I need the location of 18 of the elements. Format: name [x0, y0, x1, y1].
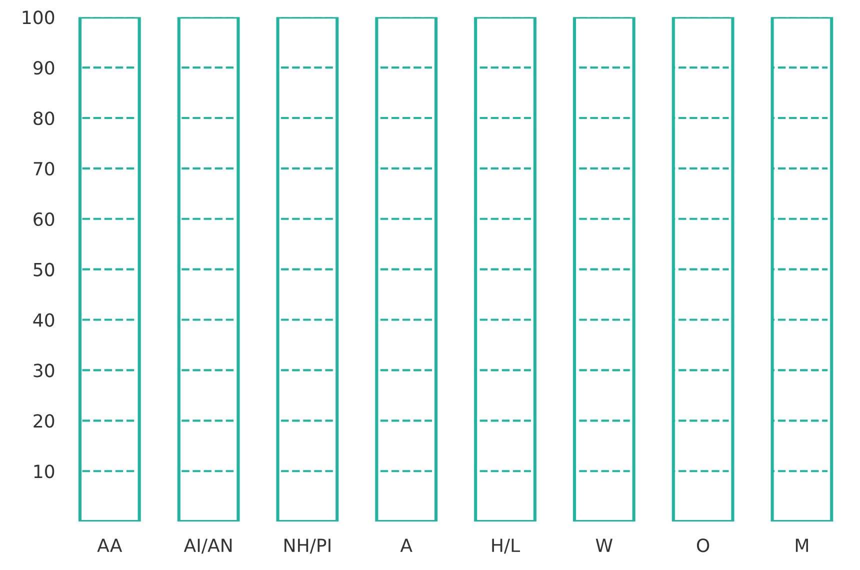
- x-tick-label: AA: [97, 538, 122, 552]
- y-tick-label: 10: [34, 464, 54, 478]
- x-tick-label: O: [696, 538, 710, 552]
- y-tick-label: 90: [34, 61, 54, 75]
- y-tick-label: 70: [34, 162, 54, 176]
- x-tick-label: M: [796, 538, 808, 552]
- y-tick-label: 30: [34, 364, 54, 378]
- x-tick-label: AI/AN: [184, 538, 232, 554]
- y-tick-label: 100: [22, 10, 54, 24]
- y-tick-label: 40: [33, 313, 54, 327]
- y-tick-label: 80: [34, 111, 54, 126]
- y-tick-label: 50: [34, 262, 54, 276]
- x-tick-label: A: [400, 538, 412, 552]
- x-tick-label: NH/PI: [284, 538, 330, 554]
- x-tick-label: W: [596, 538, 612, 552]
- x-tick-label: H/L: [492, 538, 520, 554]
- y-tick-label: 20: [34, 414, 54, 428]
- y-tick-label: 60: [34, 212, 54, 226]
